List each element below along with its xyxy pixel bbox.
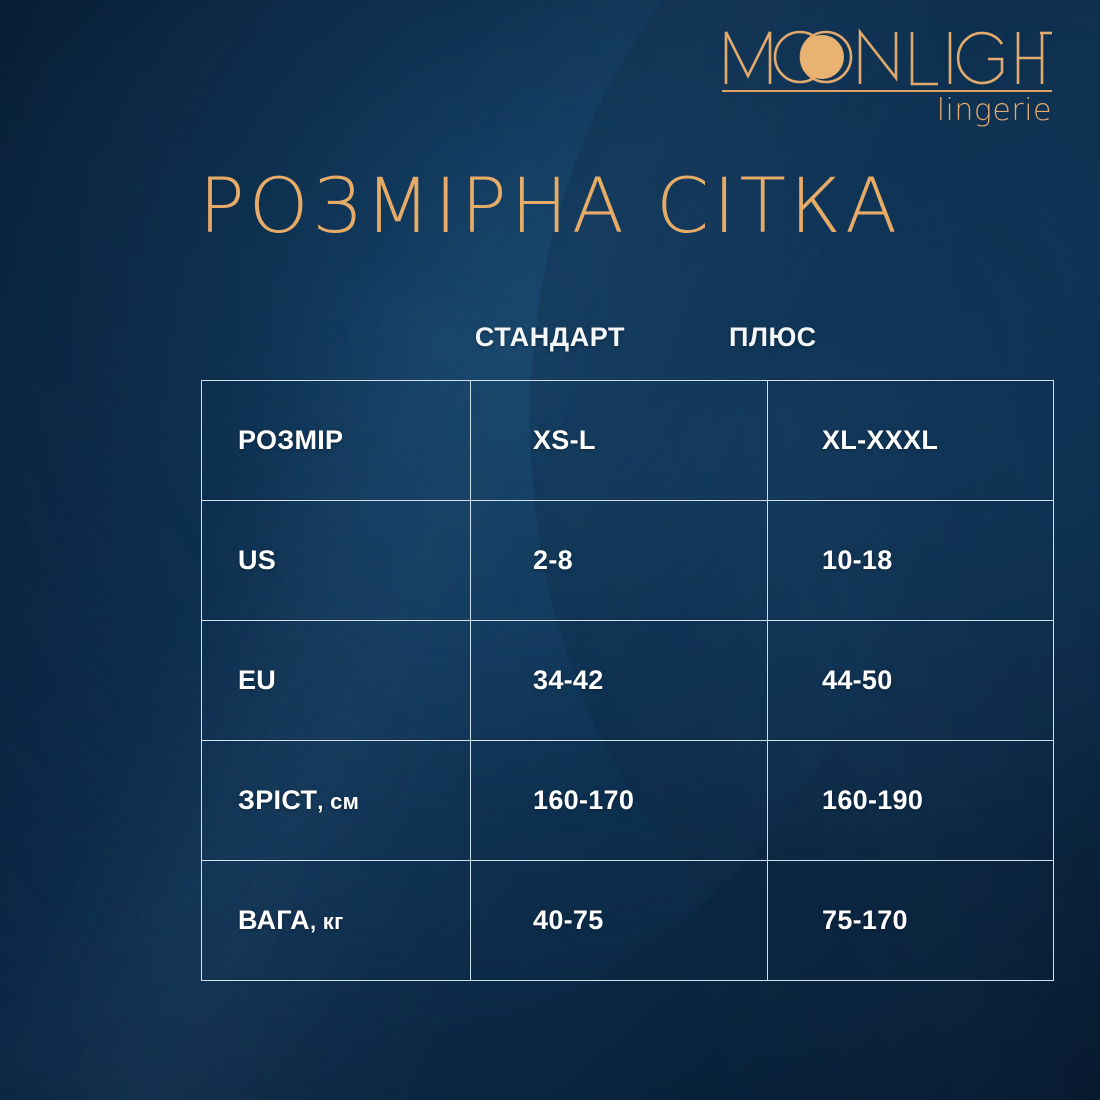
- brand-underline: [722, 90, 1052, 92]
- row-plus-value: 160-190: [767, 740, 1054, 861]
- row-plus-value: 44-50: [767, 620, 1054, 741]
- row-unit: , кг: [309, 909, 344, 934]
- table-row: ВАГА, кг 40-75 75-170: [201, 860, 1054, 981]
- row-standard-value: 40-75: [470, 860, 768, 981]
- row-plus-value: 75-170: [767, 860, 1054, 981]
- row-standard-value: 160-170: [470, 740, 768, 861]
- row-label: ВАГА: [238, 905, 310, 935]
- row-label: ЗРІСТ: [238, 785, 318, 815]
- group-header-plus: ПЛЮС: [729, 322, 817, 352]
- group-header-standard: СТАНДАРТ: [474, 322, 626, 352]
- row-label-cell: РОЗМІР: [201, 380, 471, 501]
- row-plus-value: 10-18: [767, 500, 1054, 621]
- row-label-cell: ЗРІСТ, см: [201, 740, 471, 861]
- row-plus-value: XL-XXXL: [767, 380, 1054, 501]
- size-table-body: РОЗМІР XS-L XL-XXXL US 2-8 10-18 EU 34-4…: [201, 380, 1054, 981]
- row-label: US: [238, 545, 277, 575]
- page-title: РОЗМІРНА СІТКА: [198, 161, 902, 250]
- row-label-cell: US: [201, 500, 471, 621]
- row-standard-value: XS-L: [470, 380, 768, 501]
- row-standard-value: 34-42: [470, 620, 768, 741]
- row-label: EU: [238, 665, 277, 695]
- size-table: РОЗМІР XS-L XL-XXXL US 2-8 10-18 EU 34-4…: [201, 380, 1054, 981]
- table-row: ЗРІСТ, см 160-170 160-190: [201, 740, 1054, 861]
- table-row: US 2-8 10-18: [201, 500, 1054, 621]
- brand-tagline: lingerie: [936, 93, 1052, 128]
- brand-wordmark-icon: [722, 26, 1052, 88]
- table-row: EU 34-42 44-50: [201, 620, 1054, 741]
- row-unit: , см: [317, 789, 360, 814]
- table-row: РОЗМІР XS-L XL-XXXL: [201, 380, 1054, 501]
- table-group-headers: СТАНДАРТ ПЛЮС: [201, 322, 898, 368]
- row-label: РОЗМІР: [238, 425, 344, 455]
- row-standard-value: 2-8: [470, 500, 768, 621]
- row-label-cell: EU: [201, 620, 471, 741]
- brand-logo: lingerie: [722, 26, 1052, 126]
- row-label-cell: ВАГА, кг: [201, 860, 471, 981]
